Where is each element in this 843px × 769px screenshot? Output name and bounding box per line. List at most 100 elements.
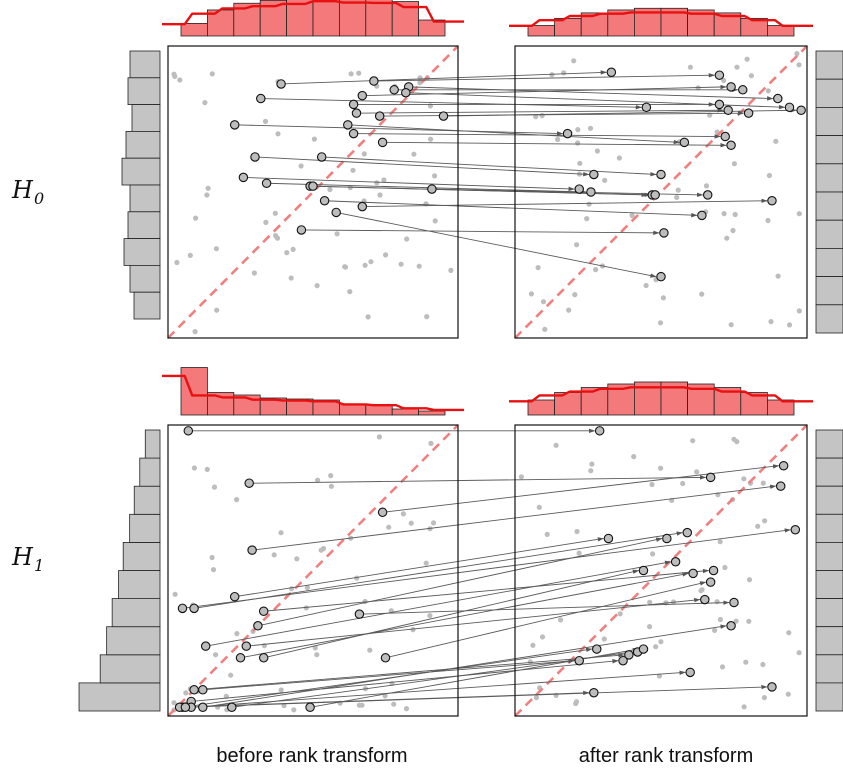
side-histogram-bar — [815, 485, 843, 515]
side-histogram-bar — [144, 429, 161, 459]
transform-arrow — [243, 176, 575, 192]
side-histogram-bar — [815, 50, 843, 80]
grey-point — [730, 227, 736, 234]
point-after — [697, 210, 707, 221]
grey-point — [587, 125, 594, 131]
grey-point — [416, 263, 422, 269]
point-after — [586, 187, 596, 197]
point-after — [685, 667, 695, 678]
point-after — [796, 105, 806, 115]
point-after — [723, 105, 733, 115]
grey-point — [761, 695, 768, 701]
transform-arrow — [234, 124, 564, 136]
grey-point — [658, 465, 664, 471]
point-after — [574, 655, 584, 666]
side-histogram-bar — [127, 211, 161, 240]
grey-point — [647, 599, 653, 605]
transform-arrow — [431, 188, 704, 198]
grey-point — [650, 551, 656, 557]
grey-point — [558, 617, 564, 623]
grey-point — [643, 282, 649, 289]
point-before — [198, 702, 208, 713]
grey-point — [576, 550, 582, 556]
density-curve-before — [162, 0, 464, 26]
grey-point — [574, 242, 580, 248]
point-after — [682, 527, 693, 538]
grey-point — [315, 477, 321, 483]
panel-frame — [514, 424, 808, 717]
grey-point — [311, 136, 317, 142]
grey-point — [539, 113, 545, 119]
point-before — [200, 641, 211, 651]
transform-arrow — [263, 569, 640, 659]
point-after — [592, 644, 602, 654]
point-before — [189, 685, 199, 695]
side-histogram-bar — [106, 626, 161, 656]
transform-arrow — [182, 528, 791, 609]
transform-arrow — [266, 182, 587, 195]
point-before — [276, 79, 286, 89]
side-histogram-bar — [133, 291, 161, 320]
side-histogram-bar — [815, 163, 843, 193]
point-after — [662, 533, 672, 544]
point-after — [659, 228, 669, 238]
grey-point — [348, 71, 354, 77]
transform-arrow — [260, 98, 643, 110]
point-after — [589, 687, 599, 698]
grey-point — [428, 136, 434, 142]
grey-point — [680, 480, 686, 487]
grey-point — [398, 261, 404, 267]
side-histogram-bar — [129, 50, 161, 79]
grey-point — [303, 605, 309, 611]
grey-point — [602, 177, 608, 183]
transform-arrow — [324, 200, 698, 218]
transform-arrow — [263, 568, 710, 612]
point-before — [354, 609, 365, 619]
point-after — [743, 108, 754, 118]
grey-point — [314, 283, 320, 289]
grey-point — [209, 71, 215, 77]
grey-point — [728, 322, 734, 328]
side-histogram-bar — [78, 682, 161, 712]
histogram-bar — [338, 0, 367, 37]
diagonal-line — [167, 424, 459, 717]
grey-point — [748, 73, 755, 79]
grey-point — [211, 484, 218, 490]
transform-arrow — [249, 475, 707, 484]
transform-arrow — [240, 572, 689, 659]
transform-arrow — [205, 560, 672, 647]
grey-point — [204, 466, 210, 472]
point-after — [726, 82, 736, 92]
grey-point — [796, 62, 802, 68]
grey-point — [721, 211, 727, 217]
grey-point — [288, 275, 294, 281]
grey-point — [744, 56, 750, 62]
caption-after: after rank transform — [579, 745, 754, 767]
grey-point — [539, 634, 546, 640]
grey-point — [785, 691, 791, 697]
grey-point — [174, 259, 180, 266]
point-before — [305, 702, 315, 713]
grey-point — [359, 702, 365, 708]
grey-point — [586, 201, 592, 207]
grey-point — [617, 611, 623, 617]
grey-point — [213, 246, 219, 252]
grey-point — [205, 185, 211, 191]
point-before — [241, 641, 252, 651]
point-after — [784, 102, 795, 113]
grey-point — [593, 267, 599, 273]
point-before — [401, 87, 411, 98]
side-histogram-bar — [815, 429, 843, 459]
point-after — [726, 140, 736, 151]
grey-point — [284, 250, 290, 256]
grey-point — [714, 599, 720, 605]
point-after — [778, 460, 789, 471]
side-histogram-bar — [815, 570, 843, 600]
grey-point — [616, 155, 623, 161]
grey-point — [561, 70, 567, 76]
side-histogram-bar — [99, 654, 161, 684]
grey-point — [690, 438, 696, 444]
point-before — [369, 76, 379, 86]
side-histogram-bar — [129, 264, 161, 293]
grey-point — [536, 504, 542, 510]
